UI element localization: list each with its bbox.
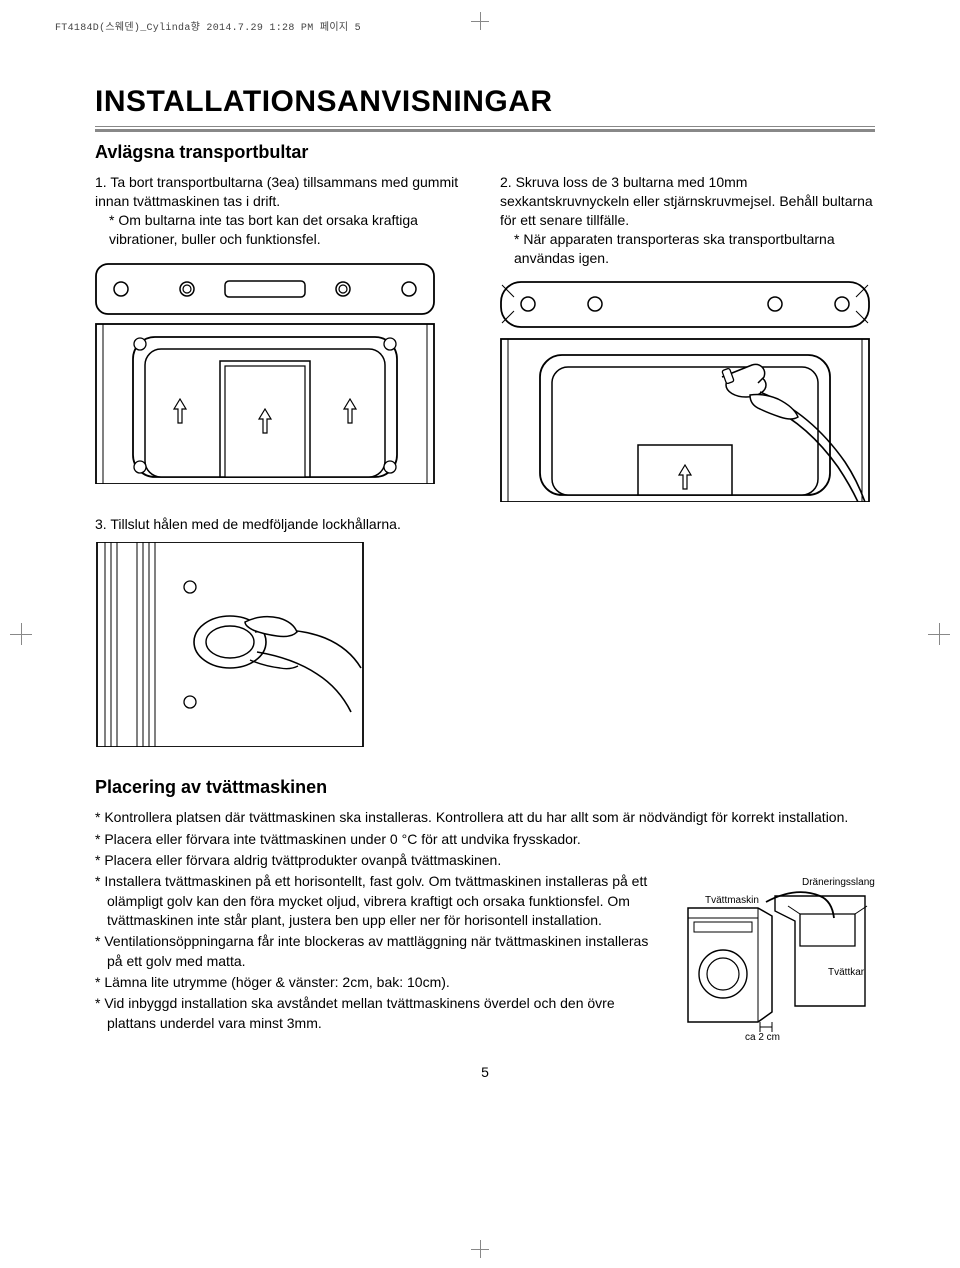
placement-item: * Vid inbyggd installation ska avståndet… [95, 994, 658, 1033]
figure-step-3 [95, 542, 875, 747]
crop-mark-bottom [471, 1240, 489, 1258]
svg-text:Tvättkar: Tvättkar [828, 967, 865, 978]
figure-placement-diagram: Tvättmaskin Dräneringsslang Tvättkar ca … [670, 872, 875, 1042]
placement-item: * Placera eller förvara inte tvättmaskin… [95, 830, 875, 849]
section-heading-remove-bolts: Avlägsna transportbultar [95, 142, 875, 163]
step-3-text: 3. Tillslut hålen med de medföljande loc… [95, 516, 875, 532]
figure-step-2 [500, 277, 875, 502]
placement-item: * Lämna lite utrymme (höger & vänster: 2… [95, 973, 658, 992]
svg-text:Dräneringsslang: Dräneringsslang [802, 877, 875, 888]
page-number: 5 [95, 1064, 875, 1080]
placement-item: * Placera eller förvara aldrig tvättprod… [95, 851, 875, 870]
placement-list-narrow: * Installera tvättmaskinen på ett horiso… [95, 872, 658, 1033]
section-heading-placement: Placering av tvättmaskinen [95, 777, 875, 798]
step-2-text: 2. Skruva loss de 3 bultarna med 10mm se… [500, 173, 875, 230]
step-1-note: * Om bultarna inte tas bort kan det orsa… [95, 211, 470, 249]
placement-list-full: * Kontrollera platsen där tvättmaskinen … [95, 808, 875, 870]
step-2-note: * När apparaten transporteras ska transp… [500, 230, 875, 268]
placement-item: * Kontrollera platsen där tvättmaskinen … [95, 808, 875, 827]
page-title: INSTALLATIONSANVISNINGAR [95, 85, 875, 132]
figure-step-1 [95, 259, 470, 484]
placement-item: * Installera tvättmaskinen på ett horiso… [95, 872, 658, 930]
step-1-text: 1. Ta bort transportbultarna (3ea) tills… [95, 173, 470, 211]
placement-item: * Ventilationsöppningarna får inte block… [95, 932, 658, 971]
svg-text:Tvättmaskin: Tvättmaskin [705, 895, 759, 906]
svg-text:ca 2 cm: ca 2 cm [745, 1032, 780, 1042]
